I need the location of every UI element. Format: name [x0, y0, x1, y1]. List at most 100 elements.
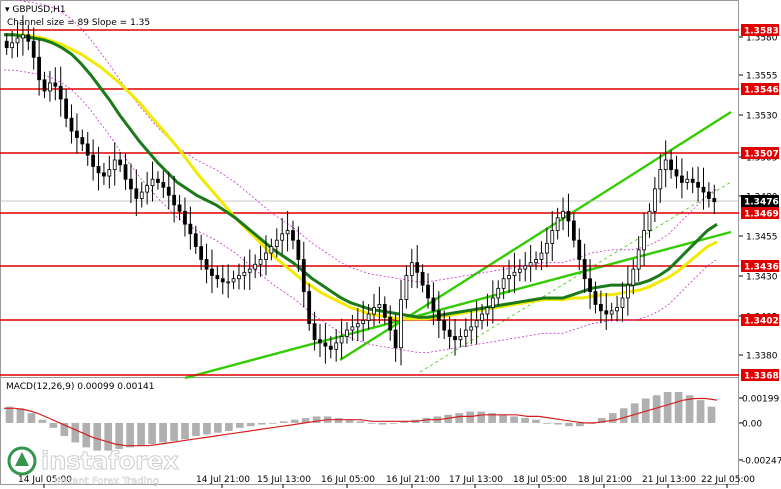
- candle-body-22: [123, 164, 128, 180]
- time-tick-label-6: 18 Jul 05:00: [513, 475, 567, 485]
- price-tick-label-0: 1.3580: [746, 34, 778, 44]
- macd-bar-64: [707, 406, 716, 423]
- candle-body-52: [285, 230, 290, 235]
- candle-body-60: [328, 345, 333, 350]
- ma-slow-line: [4, 33, 718, 321]
- macd-bar-33: [367, 422, 376, 424]
- candle-body-113: [615, 307, 619, 312]
- candle-body-69: [377, 303, 382, 309]
- candle-body-82: [447, 329, 452, 337]
- candle-body-32: [177, 204, 182, 212]
- macd-bar-56: [619, 408, 628, 423]
- macd-signal-line: [4, 397, 718, 447]
- candle-body-57: [312, 323, 317, 341]
- macd-bar-5: [60, 422, 69, 436]
- candle-body-83: [453, 336, 457, 341]
- candle-body-44: [242, 271, 247, 276]
- candle-body-78: [426, 284, 430, 299]
- candle-body-90: [490, 297, 495, 309]
- candle-body-47: [258, 259, 263, 265]
- candle-body-38: [210, 268, 214, 276]
- candle-body-92: [501, 278, 506, 289]
- chart-symbol-title: ▾ GBPUSD,H1: [5, 5, 66, 15]
- candle-body-23: [129, 178, 133, 190]
- candle-body-84: [458, 336, 463, 341]
- candle-body-63: [345, 329, 349, 337]
- candle-body-108: [588, 278, 592, 292]
- candle-body-37: [204, 259, 209, 270]
- candle-body-68: [372, 307, 376, 315]
- price-tick-label-8: 1.3380: [746, 352, 778, 362]
- envelope-upper: [14, 0, 718, 283]
- candle-body-120: [652, 188, 657, 212]
- time-axis: 14 Jul 05:00 14 Jul 21:00 15 Jul 13:00 16 J…: [18, 475, 755, 488]
- candle-body-93: [507, 275, 511, 280]
- candle-body-116: [631, 268, 636, 286]
- candle-body-76: [415, 262, 420, 273]
- candle-body-0: [4, 40, 9, 49]
- macd-bar-25: [279, 421, 288, 423]
- time-tick-label-1: 14 Jul 21:00: [196, 475, 250, 485]
- candle-body-86: [469, 326, 474, 331]
- macd-bar-44: [488, 413, 496, 423]
- price-tick-label-2: 1.3530: [746, 112, 778, 122]
- candle-body-75: [409, 262, 414, 276]
- candle-body-96: [523, 265, 528, 270]
- candle-body-124: [674, 169, 679, 177]
- macd-bar-14: [159, 422, 167, 443]
- candle-body-19: [107, 169, 112, 177]
- macd-bar-34: [378, 422, 387, 425]
- candle-body-43: [237, 275, 241, 280]
- level-tag-text-3: 1.3469: [744, 210, 779, 220]
- level-tag-text-1: 1.3546: [744, 86, 779, 96]
- candle-body-7: [42, 79, 47, 92]
- price-tick-label-5: 1.3455: [746, 233, 778, 243]
- macd-bar-61: [674, 392, 683, 423]
- candle-body-73: [399, 299, 403, 349]
- macd-bar-30: [334, 418, 343, 423]
- candle-body-109: [593, 291, 598, 305]
- candle-body-11: [64, 98, 69, 119]
- candle-body-55: [301, 259, 306, 292]
- candle-body-111: [604, 310, 609, 315]
- candle-body-31: [172, 194, 177, 206]
- candle-body-53: [291, 230, 295, 241]
- current-price-tag: 1.3476: [744, 198, 779, 208]
- macd-bar-18: [203, 422, 211, 435]
- candle-body-72: [393, 329, 398, 349]
- candle-body-112: [609, 310, 614, 315]
- macd-bar-0: [5, 406, 14, 423]
- time-tick-label-5: 17 Jul 13:00: [449, 475, 503, 485]
- macd-bar-22: [246, 422, 255, 427]
- macd-bar-55: [608, 413, 617, 423]
- price-tick-label-6: 1.3430: [746, 273, 778, 283]
- macd-bar-51: [565, 422, 573, 427]
- candle-body-102: [555, 217, 560, 231]
- time-tick-label-0: 14 Jul 05:00: [18, 475, 72, 485]
- candle-body-87: [474, 320, 479, 328]
- macd-tick-label-0: 0.00199: [742, 395, 779, 405]
- dropdown-triangle-icon[interactable]: ▾: [5, 5, 12, 15]
- macd-bar-19: [214, 422, 222, 433]
- candle-body-30: [166, 186, 171, 196]
- candle-body-46: [253, 263, 258, 270]
- candle-body-74: [404, 275, 409, 300]
- candle-body-40: [220, 278, 225, 283]
- candle-body-107: [582, 259, 587, 280]
- level-tag-bg-3: [741, 207, 779, 219]
- macd-bar-57: [630, 403, 639, 423]
- macd-bar-52: [576, 422, 584, 427]
- candle-body-10: [58, 85, 63, 100]
- macd-bar-62: [685, 395, 694, 423]
- candle-body-33: [183, 210, 187, 225]
- time-tick-label-2: 15 Jul 13:00: [257, 475, 311, 485]
- logo-mark-icon: [15, 452, 29, 466]
- macd-bar-26: [290, 419, 299, 423]
- candle-body-126: [685, 178, 690, 183]
- chart-frame: [0, 0, 739, 485]
- candle-body-58: [318, 339, 322, 344]
- macd-bar-10: [115, 422, 124, 449]
- envelope-lower: [4, 69, 718, 353]
